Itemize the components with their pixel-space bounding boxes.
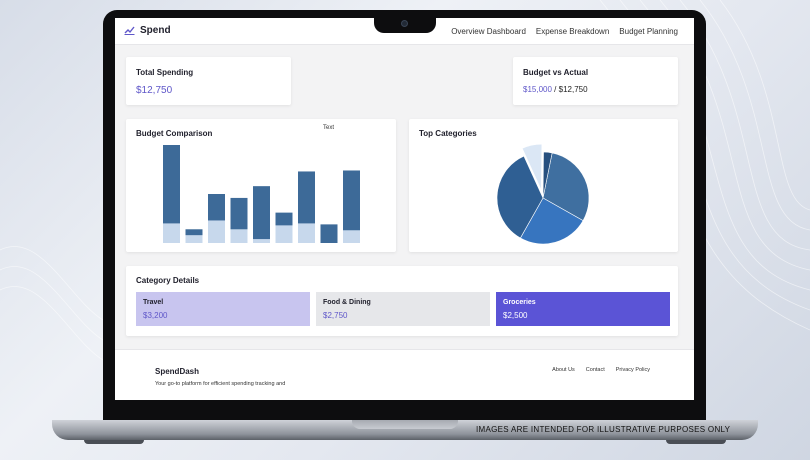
top-categories-card: Top Categories: [409, 119, 678, 252]
category-name: Travel: [143, 299, 164, 306]
category-details-title: Category Details: [136, 276, 200, 285]
category-amount: $2,500: [503, 311, 528, 320]
pie-slice: [496, 155, 544, 239]
budget-comparison-chart: [163, 145, 360, 243]
brand[interactable]: Spend: [124, 25, 171, 36]
camera-icon: [401, 20, 408, 27]
top-categories-chart: [496, 143, 590, 245]
nav-overview-dashboard[interactable]: Overview Dashboard: [451, 27, 526, 36]
nav-budget-planning[interactable]: Budget Planning: [619, 27, 678, 36]
footer-brand: SpendDash: [155, 367, 200, 376]
laptop-hinge-groove: [352, 420, 458, 429]
budget-vs-actual-card: Budget vs Actual $15,000 / $12,750: [513, 57, 678, 105]
pie-slice: [542, 151, 553, 199]
budget-amount: $15,000: [523, 85, 552, 94]
footer-link-about[interactable]: About Us: [552, 367, 575, 373]
laptop-foot-right: [666, 440, 726, 444]
bar-secondary: [185, 235, 203, 243]
category-details-card: Category Details Travel $3,200 Food & Di…: [126, 266, 678, 336]
budget-comparison-title: Budget Comparison: [136, 129, 213, 138]
top-categories-title: Top Categories: [419, 129, 477, 138]
footer-tagline: Your go-to platform for efficient spendi…: [155, 381, 286, 387]
bar-secondary: [298, 223, 315, 243]
bar-primary: [343, 170, 360, 243]
footer-link-privacy[interactable]: Privacy Policy: [615, 367, 650, 373]
bar-secondary: [230, 229, 248, 243]
total-spending-title: Total Spending: [136, 68, 194, 77]
category-travel[interactable]: Travel $3,200: [136, 292, 310, 326]
bar-secondary: [343, 230, 360, 243]
bar-secondary: [208, 220, 225, 243]
disclaimer-text: IMAGES ARE INTENDED FOR ILLUSTRATIVE PUR…: [476, 425, 731, 434]
footer-link-contact[interactable]: Contact: [585, 367, 605, 373]
actual-amount: $12,750: [558, 85, 588, 94]
bar-primary: [253, 186, 270, 243]
bar-secondary: [253, 239, 270, 243]
category-food-dining[interactable]: Food & Dining $2,750: [316, 292, 490, 326]
footer-links: About Us Contact Privacy Policy: [552, 367, 650, 373]
bar-secondary: [163, 223, 180, 243]
category-groceries[interactable]: Groceries $2,500: [496, 292, 670, 326]
budget-vs-actual-values: $15,000 / $12,750: [523, 85, 588, 94]
bar-secondary: [275, 225, 293, 243]
category-name: Groceries: [503, 299, 536, 306]
main-nav: Overview Dashboard Expense Breakdown Bud…: [451, 27, 678, 36]
chart-floating-text: Text: [323, 125, 335, 131]
camera-notch: [374, 14, 436, 33]
pie-slice: [521, 143, 543, 191]
nav-expense-breakdown[interactable]: Expense Breakdown: [535, 27, 610, 36]
category-amount: $3,200: [143, 311, 168, 320]
budget-comparison-card: Budget Comparison Text: [126, 119, 396, 252]
bar-primary: [163, 145, 180, 243]
category-name: Food & Dining: [323, 299, 371, 306]
pie-slice: [542, 152, 590, 222]
pie-slice: [519, 197, 584, 245]
app-screen: Spend Overview Dashboard Expense Breakdo…: [115, 18, 694, 400]
budget-vs-actual-title: Budget vs Actual: [523, 68, 589, 77]
total-spending-card: Total Spending $12,750: [126, 57, 291, 105]
brand-name: Spend: [140, 25, 171, 36]
bar-primary: [320, 224, 338, 243]
total-spending-value: $12,750: [136, 85, 173, 96]
laptop-base: [52, 420, 758, 440]
trend-chart-icon: [124, 26, 135, 35]
category-amount: $2,750: [323, 311, 348, 320]
page-footer: SpendDash Your go-to platform for effici…: [115, 349, 694, 400]
laptop-foot-left: [84, 440, 144, 444]
budget-separator: /: [554, 85, 557, 94]
